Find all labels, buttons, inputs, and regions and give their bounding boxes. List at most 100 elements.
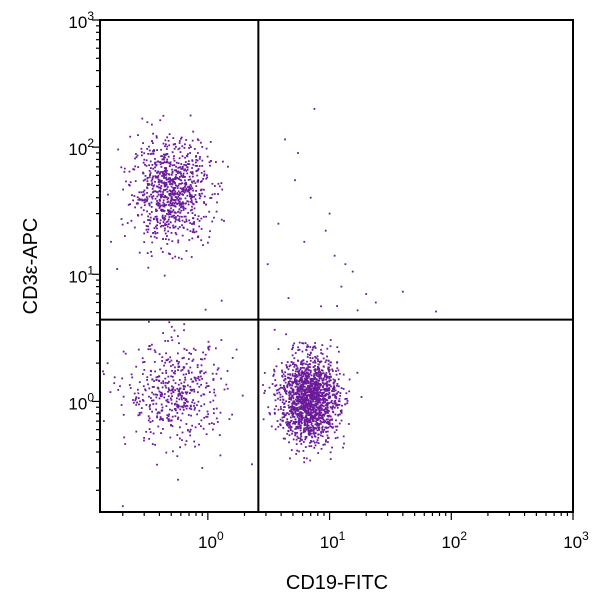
population-2-point	[200, 383, 202, 386]
population-3-point	[302, 385, 304, 388]
population-1-point	[173, 155, 175, 157]
population-2-point	[201, 377, 203, 380]
population-3-point	[289, 426, 292, 429]
population-1-point	[162, 210, 165, 213]
population-1-point	[151, 196, 153, 198]
population-1-point	[174, 177, 177, 179]
population-1-point	[188, 185, 191, 188]
population-1-point	[146, 198, 149, 200]
population-1-point	[178, 142, 181, 144]
population-1-point	[140, 206, 143, 209]
population-1-point	[173, 189, 176, 192]
population-1-point	[147, 228, 150, 231]
population-3-point	[294, 372, 297, 375]
population-2-point	[197, 391, 199, 394]
population-3-point	[281, 401, 284, 404]
population-3-point	[294, 378, 296, 381]
population-3-point	[297, 349, 300, 351]
population-3-point	[298, 418, 301, 420]
population-1-point	[150, 206, 153, 208]
population-1-point	[185, 188, 188, 191]
population-2-point	[191, 388, 194, 391]
population-3-point	[311, 415, 314, 417]
population-1-point	[162, 193, 164, 196]
population-1-point	[195, 161, 197, 164]
population-1-point	[190, 194, 193, 197]
population-3-point	[315, 380, 318, 383]
population-1-point	[172, 224, 174, 227]
population-3-point	[295, 420, 298, 423]
population-2-point	[140, 411, 143, 414]
population-3-point	[336, 436, 339, 439]
population-3-point	[321, 427, 324, 429]
population-2-point	[137, 348, 140, 351]
population-1-point	[166, 235, 168, 237]
population-3-point	[279, 406, 282, 408]
population-2-point	[117, 389, 120, 391]
population-2-point	[204, 371, 207, 374]
population-2-point	[156, 376, 159, 378]
population-3-point	[290, 419, 293, 422]
population-3-point	[307, 345, 309, 348]
population-1-point	[143, 152, 146, 155]
population-2-point	[149, 421, 152, 423]
population-3-point	[310, 389, 312, 391]
population-3-point	[287, 424, 289, 427]
population-3-point	[323, 428, 326, 431]
population-3-point	[310, 423, 313, 426]
population-1-point	[141, 154, 143, 157]
population-3-point	[306, 360, 308, 363]
population-2-point	[176, 388, 179, 390]
population-1-point	[199, 156, 201, 158]
population-3-point	[306, 344, 309, 347]
population-3-point	[289, 384, 291, 387]
population-2-point	[181, 357, 184, 360]
population-2-point	[181, 368, 184, 371]
population-3-point	[328, 376, 331, 378]
population-3-point	[317, 416, 320, 418]
population-3-point	[336, 346, 339, 349]
population-3-point	[326, 375, 329, 378]
population-1-point	[165, 168, 167, 171]
population-1-point	[161, 155, 163, 157]
population-2-point	[113, 376, 116, 379]
population-3-point	[292, 361, 295, 364]
population-2-point	[173, 329, 176, 332]
population-3-point	[299, 440, 301, 443]
population-3-point	[327, 437, 329, 439]
population-2-point	[168, 418, 170, 420]
population-3-point	[288, 401, 291, 403]
population-3-point	[328, 370, 330, 373]
population-2-point	[176, 455, 179, 458]
population-3-point	[325, 372, 328, 374]
population-3-point	[360, 396, 363, 398]
population-1-point	[179, 178, 182, 181]
population-1-point	[141, 199, 144, 202]
population-3-point	[308, 407, 310, 410]
population-3-point	[292, 388, 295, 391]
population-3-point	[289, 405, 292, 408]
population-3-point	[315, 414, 318, 417]
population-1-point	[143, 158, 146, 161]
y-tick-label: 103	[68, 9, 94, 32]
population-3-point	[299, 396, 302, 399]
population-2-point	[193, 376, 196, 379]
population-2-point	[202, 351, 204, 354]
population-3-point	[308, 403, 311, 406]
population-1-point	[173, 178, 176, 181]
population-1-point	[191, 231, 194, 233]
population-2-point	[142, 361, 144, 364]
population-3-point	[293, 416, 296, 418]
population-3-point	[295, 404, 298, 406]
population-1-point	[151, 187, 154, 190]
population-1-point	[151, 177, 154, 179]
population-2-point	[162, 428, 164, 430]
population-1-point	[144, 200, 147, 203]
population-3-point	[316, 413, 319, 416]
population-3-point	[302, 406, 305, 409]
population-1-point	[150, 255, 153, 257]
population-2-point	[193, 390, 196, 393]
population-3-point	[309, 388, 311, 390]
population-2-point	[211, 372, 214, 375]
population-2-point	[200, 364, 203, 367]
